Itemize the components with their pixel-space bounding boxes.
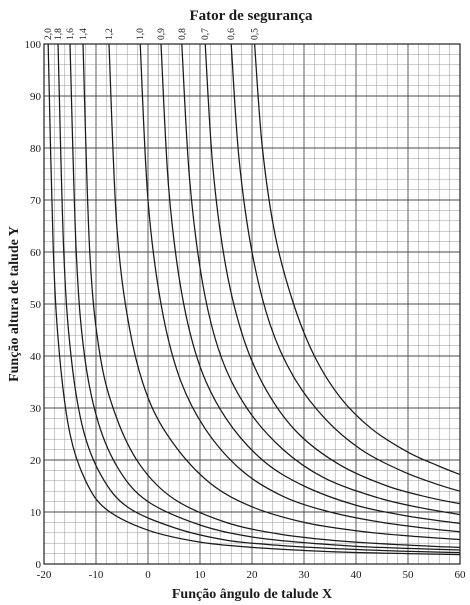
safety-factor-curve [108,43,461,541]
safety-factor-curve [160,43,461,525]
curve-label: 0,6 [227,28,237,40]
curve-label: 1,0 [136,28,146,40]
y-tick-label: 50 [30,299,42,311]
y-tick-label: 0 [36,559,42,571]
x-tick-label: 0 [145,569,151,581]
curve-label: 2,0 [44,28,54,40]
curve-label: 0,7 [201,28,211,40]
x-axis-ticks: -20 -10 0 10 20 30 40 50 60 [37,569,466,581]
safety-factor-curve [139,43,461,533]
safety-factor-curve [57,43,461,554]
y-tick-label: 30 [30,403,42,415]
y-tick-label: 20 [30,455,42,467]
curve-label: 0,5 [251,28,261,40]
y-axis-ticks: 0 10 20 30 40 50 60 70 80 90 100 [25,39,42,571]
x-tick-label: 20 [247,569,259,581]
y-tick-label: 90 [30,91,42,103]
x-tick-label: 40 [351,569,363,581]
safety-factor-curve [204,43,461,505]
curve-label: 1,2 [105,28,115,40]
chart-title: Fator de segurança [189,8,313,24]
x-tick-label: 10 [195,569,207,581]
safety-factor-curve [47,43,461,556]
y-tick-label: 80 [30,143,42,155]
curve-label: 1,6 [66,28,76,40]
y-tick-label: 10 [30,507,42,519]
curves [47,43,461,556]
x-tick-label: -10 [89,569,104,581]
x-tick-label: 60 [455,569,467,581]
curve-labels: 2,0 1,8 1,6 1,4 1,2 1,0 0,9 0,8 0,7 0,6 0,5 [44,28,260,40]
curve-label: 0,9 [157,28,167,40]
x-tick-label: 50 [403,569,415,581]
plot-frame [43,43,461,565]
safety-factor-curve [181,43,461,516]
curve-label: 1,4 [79,28,89,40]
safety-factor-curve [253,43,461,476]
curve-label: 1,8 [54,28,64,40]
safety-factor-curve [82,43,461,548]
safety-factor-curve [230,43,461,492]
y-tick-label: 100 [25,39,42,51]
curve-label: 0,8 [178,28,188,40]
y-tick-label: 40 [30,351,42,363]
y-axis-label: Função altura de talude Y [7,226,22,382]
x-tick-label: -20 [37,569,52,581]
x-tick-label: 30 [299,569,311,581]
safety-factor-curve [69,43,461,551]
grid [43,43,461,565]
y-tick-label: 70 [30,195,42,207]
x-axis-label: Função ângulo de talude X [172,587,332,602]
y-tick-label: 60 [30,247,42,259]
